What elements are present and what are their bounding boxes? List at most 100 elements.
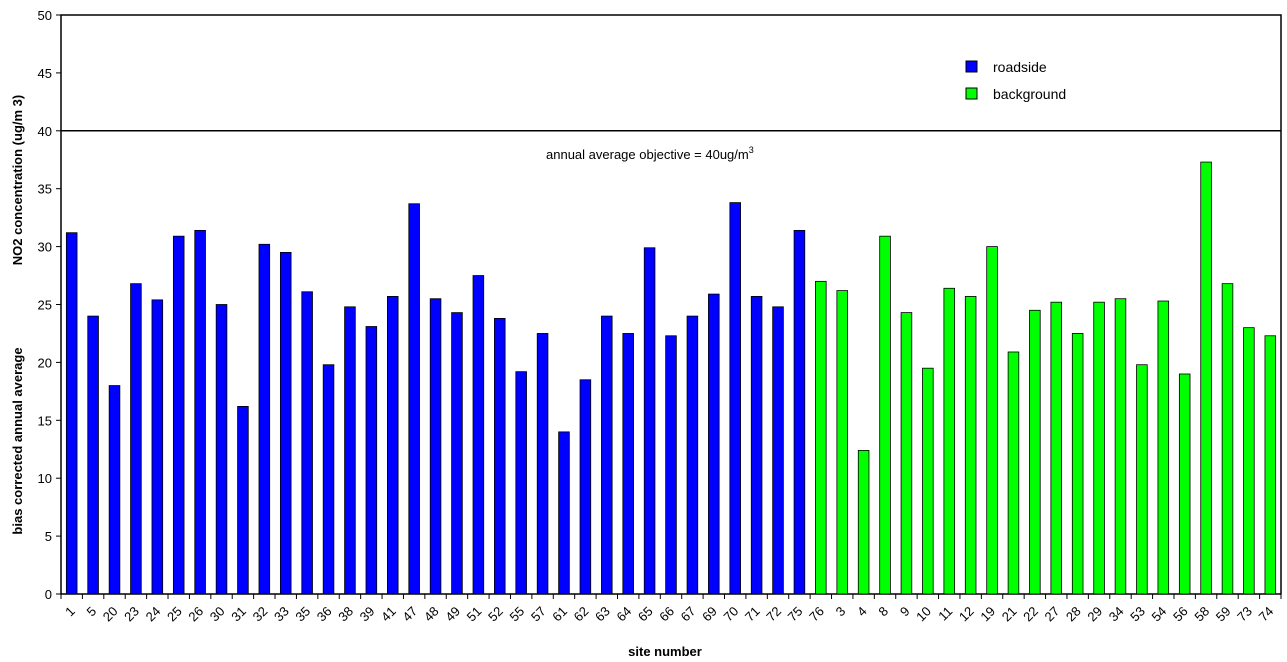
x-tick-label: 52 [485, 604, 506, 625]
x-tick-label: 65 [635, 604, 656, 625]
legend-label-background: background [993, 86, 1066, 102]
bar-background-site-8 [879, 235, 891, 595]
y-tick-label: 25 [38, 298, 52, 313]
bar-roadside-site-30 [215, 304, 228, 595]
x-tick-label: 64 [613, 604, 634, 625]
bar-background-site-54 [1157, 300, 1170, 595]
x-tick-label: 62 [571, 604, 592, 625]
x-tick-label: 55 [506, 604, 527, 625]
bar-roadside-site-51 [472, 275, 485, 595]
bar-roadside-site-33 [279, 251, 292, 595]
bar-roadside-site-66 [665, 335, 677, 595]
objective-label-superscript: 3 [749, 145, 754, 155]
y-axis-title-line1: bias corrected annual average [10, 347, 25, 534]
bar-roadside-site-76 [815, 280, 827, 595]
bar-background-site-19 [986, 246, 998, 595]
x-tick-label: 47 [399, 604, 420, 625]
bar-background-site-27 [1050, 301, 1063, 595]
x-tick-label: 31 [228, 604, 249, 625]
bar-background-site-21 [1007, 351, 1020, 595]
bar-roadside-site-25 [172, 235, 185, 595]
y-tick-label: 20 [38, 355, 52, 370]
bar-background-site-4 [857, 450, 870, 595]
bar-roadside-site-47 [408, 203, 420, 595]
x-tick-label: 53 [1127, 604, 1148, 625]
bar-roadside-site-24 [151, 299, 164, 595]
objective-annotation: annual average objective = 40ug/m3 [546, 145, 754, 162]
bar-roadside-site-36 [322, 364, 335, 595]
x-tick-label: 41 [378, 604, 399, 625]
bar-roadside-site-41 [387, 295, 399, 595]
bar-roadside-site-5 [87, 315, 99, 595]
x-tick-label: 12 [956, 604, 977, 625]
x-tick-label: 70 [720, 604, 741, 625]
y-tick-label: 30 [38, 240, 52, 255]
bar-background-site-74 [1264, 335, 1277, 595]
bar-roadside-site-65 [643, 247, 656, 595]
x-tick-label: 69 [699, 604, 720, 625]
legend: roadside background [965, 59, 1066, 102]
bar-roadside-site-57 [536, 333, 549, 595]
bar-background-site-9 [900, 312, 913, 595]
x-tick-label: 11 [935, 604, 955, 624]
x-tick-label: 19 [977, 604, 998, 625]
x-tick-label: 74 [1256, 604, 1277, 625]
x-tick-label: 67 [678, 604, 699, 625]
x-axis-ticks: 1 5 20 23 24 25 26 30 31 32 33 35 36 38 39 41 47 48 49 51 52… [60, 594, 1282, 625]
x-tick-label: 54 [1149, 604, 1170, 625]
bar-roadside-site-55 [515, 371, 527, 595]
y-tick-label: 15 [38, 413, 52, 428]
objective-label: annual average objective = 40ug/m3 [546, 145, 754, 162]
x-tick-label: 63 [592, 604, 613, 625]
y-tick-label: 35 [38, 182, 52, 197]
x-tick-label: 58 [1191, 604, 1212, 625]
x-tick-label: 30 [207, 604, 228, 625]
bar-roadside-site-32 [258, 243, 271, 595]
bar-roadside-site-26 [194, 229, 206, 595]
x-tick-label: 20 [100, 604, 121, 625]
bar-roadside-site-71 [750, 295, 763, 595]
x-tick-label: 4 [854, 604, 870, 620]
bar-roadside-site-70 [729, 202, 741, 595]
objective-label-text: annual average objective = 40ug/m [546, 147, 749, 162]
x-tick-label: 22 [1020, 604, 1041, 625]
bar-roadside-site-39 [365, 326, 378, 595]
bar-background-site-10 [922, 367, 934, 595]
bar-background-site-28 [1071, 333, 1084, 595]
x-tick-label: 28 [1063, 604, 1084, 625]
bar-roadside-site-61 [558, 431, 570, 595]
x-tick-label: 66 [656, 604, 677, 625]
x-tick-label: 35 [292, 604, 313, 625]
y-axis-title-line2: NO2 concentration (ug/m 3) [10, 95, 25, 265]
x-tick-label: 57 [528, 604, 549, 625]
y-tick-label: 45 [38, 66, 52, 81]
x-tick-label: 75 [785, 604, 806, 625]
x-tick-label: 27 [1042, 604, 1063, 625]
x-axis-title: site number [628, 644, 702, 659]
x-tick-label: 8 [875, 604, 891, 620]
bar-background-site-53 [1136, 364, 1148, 595]
x-tick-label: 73 [1234, 604, 1255, 625]
y-tick-label: 40 [38, 124, 52, 139]
bar-background-site-22 [1029, 309, 1041, 595]
bar-roadside-site-49 [451, 312, 463, 595]
y-tick-label: 0 [45, 587, 52, 602]
x-tick-label: 1 [62, 604, 78, 620]
x-tick-label: 56 [1170, 604, 1191, 625]
x-tick-label: 51 [464, 604, 485, 625]
x-tick-label: 34 [1106, 604, 1127, 625]
bar-background-site-11 [943, 287, 955, 595]
x-tick-label: 49 [442, 604, 463, 625]
x-tick-label: 38 [335, 604, 356, 625]
x-tick-label: 21 [999, 604, 1020, 625]
x-tick-label: 61 [549, 604, 570, 625]
bar-background-site-59 [1221, 283, 1234, 595]
bar-background-site-73 [1243, 327, 1255, 595]
x-tick-label: 72 [763, 604, 784, 625]
x-tick-label: 33 [271, 604, 292, 625]
bar-background-site-34 [1114, 298, 1127, 595]
bar-background-site-3 [836, 290, 848, 595]
y-tick-label: 10 [38, 471, 52, 486]
x-tick-label: 5 [84, 604, 100, 620]
